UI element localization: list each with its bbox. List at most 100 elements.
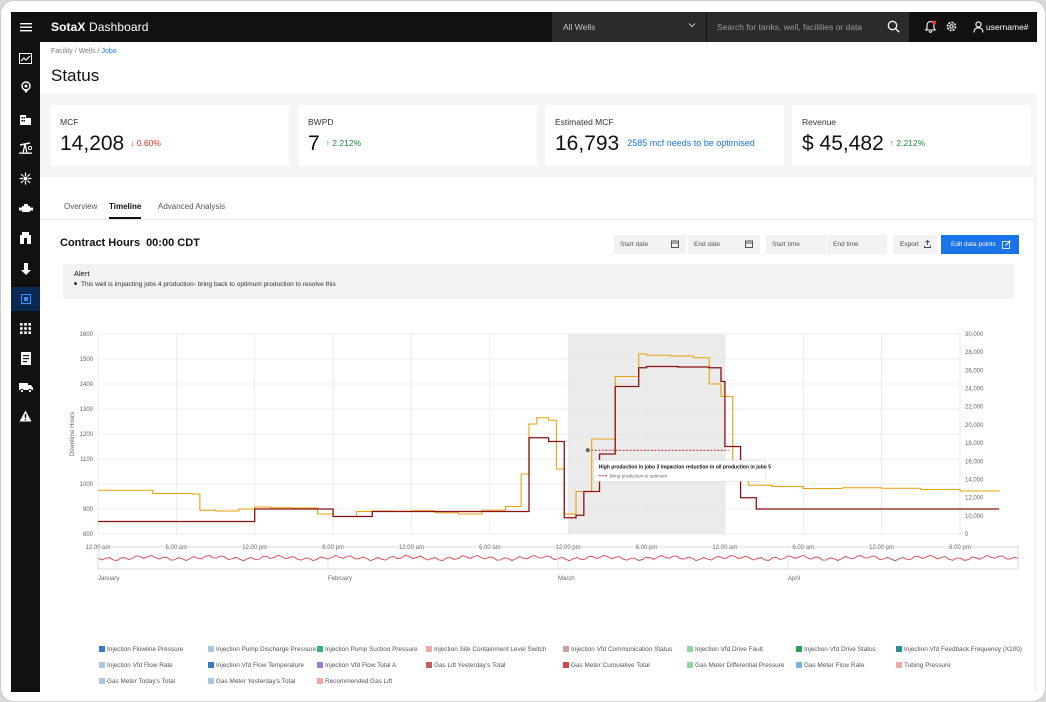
x-tick-label: 6.00 pm bbox=[636, 545, 658, 551]
legend-item[interactable]: Injection Vfd Drive Fault bbox=[687, 646, 763, 653]
y2-tick-label: 12,000 bbox=[965, 496, 984, 502]
page-header: Facility / Wells / Jobo Status bbox=[40, 42, 1037, 94]
annotation-legend: Bring production to optimum bbox=[610, 473, 668, 478]
x-tick-label: 6.00 pm bbox=[322, 545, 344, 551]
legend-swatch bbox=[896, 646, 902, 652]
x-tick-label: 12.00 pm bbox=[869, 545, 894, 551]
legend-item[interactable]: Injection Vfd Flow Rate bbox=[99, 662, 173, 669]
menu-icon[interactable] bbox=[11, 15, 40, 39]
kpi-label: Estimated MCF bbox=[555, 117, 614, 127]
location-icon[interactable] bbox=[11, 75, 40, 99]
legend-item[interactable]: Gas Lift Yesterday's Total bbox=[426, 662, 505, 669]
legend-item[interactable]: Gas Meter Today's Total bbox=[99, 678, 175, 685]
kpi-card-bwpd: BWPD 7 ↑ 2.212% bbox=[298, 105, 537, 166]
y2-tick-label: 16,000 bbox=[965, 459, 984, 465]
timeline-icon[interactable] bbox=[11, 287, 40, 311]
y2-tick-label: 10,000 bbox=[965, 514, 984, 520]
bell-icon[interactable] bbox=[924, 20, 937, 33]
warning-icon[interactable] bbox=[11, 404, 40, 428]
legend-item[interactable]: Gas Meter Differential Pressure bbox=[687, 662, 784, 669]
facility-icon[interactable] bbox=[11, 226, 40, 250]
legend-swatch bbox=[796, 646, 802, 652]
main-panel: Overview Timeline Advanced Analysis Cont… bbox=[40, 177, 1034, 692]
legend-item[interactable]: Injection Vfd Flow Temperature bbox=[208, 662, 304, 669]
export-button[interactable]: Export bbox=[893, 235, 937, 254]
legend-item[interactable]: Tubing Pressure bbox=[896, 662, 951, 669]
username: username# bbox=[986, 22, 1029, 32]
search-icon[interactable] bbox=[887, 20, 900, 33]
x-tick-label: 12.00 pm bbox=[556, 545, 581, 551]
legend-label: Injection Vfd Communication Status bbox=[571, 646, 673, 653]
y-tick-label: 1100 bbox=[80, 457, 94, 463]
legend-swatch bbox=[426, 646, 432, 652]
breadcrumb-current[interactable]: Jobo bbox=[101, 48, 117, 55]
truck-icon[interactable] bbox=[11, 375, 40, 399]
legend-label: Gas Lift Yesterday's Total bbox=[434, 662, 506, 669]
calendar-icon bbox=[671, 240, 679, 248]
well-down-icon[interactable] bbox=[11, 257, 40, 281]
legend-label: Injection Site Containment Level Switch bbox=[434, 646, 547, 653]
legend-item[interactable]: Gas Meter Flow Rate bbox=[796, 662, 864, 669]
overview-month-label: February bbox=[328, 576, 352, 582]
timeline-chart[interactable]: 800 900 1000 1100 1200 1300 1400 1500 1600 12.00 … bbox=[40, 307, 1034, 607]
legend-label: Injection Pump Suction Pressure bbox=[325, 646, 418, 653]
legend-label: Injection Vfd Flow Total A bbox=[325, 662, 397, 669]
tab-overview[interactable]: Overview bbox=[64, 202, 98, 211]
y-tick-label: 1200 bbox=[80, 432, 94, 438]
well-select[interactable]: All Wells bbox=[552, 12, 706, 42]
pump-jack-icon[interactable] bbox=[11, 136, 40, 160]
x-tick-label: 6.00 am bbox=[479, 545, 501, 551]
legend-item[interactable]: Injection Vfd Flow Total A bbox=[317, 662, 396, 669]
alert-title: Alert bbox=[74, 269, 90, 278]
kpi-note: 2585 mcf needs to be optimised bbox=[627, 138, 755, 148]
start-time-field[interactable]: Start time bbox=[766, 235, 826, 254]
y2-tick-label: 28,000 bbox=[965, 350, 984, 356]
chart-icon[interactable] bbox=[11, 46, 40, 70]
y-tick-label: 1000 bbox=[80, 482, 94, 488]
legend-item[interactable]: Injection Flowline Pressure bbox=[99, 646, 183, 653]
legend-item[interactable]: Gas Meter Cumulative Total bbox=[563, 662, 650, 669]
end-date-field[interactable]: End date bbox=[688, 235, 760, 254]
y2-tick-label: 14,000 bbox=[965, 477, 984, 483]
app-screen: SotaX Dashboard All Wells Search for tan… bbox=[11, 12, 1037, 692]
legend-item[interactable]: Recommended Gas Lift bbox=[317, 678, 392, 685]
edit-data-points-button[interactable]: Edit data points bbox=[941, 235, 1019, 254]
gear-icon[interactable] bbox=[945, 20, 958, 33]
legend-item[interactable]: Injection Pump Suction Pressure bbox=[317, 646, 418, 653]
legend-item[interactable]: Injection Vfd Drive Status bbox=[796, 646, 876, 653]
legend-swatch bbox=[208, 662, 214, 668]
legend-item[interactable]: Injection Vfd Feedback Frequency (X100) bbox=[896, 646, 1022, 653]
chevron-down-icon bbox=[688, 21, 696, 30]
legend-swatch bbox=[796, 662, 802, 668]
annotation-marker bbox=[584, 447, 591, 454]
x-tick-label: 6.00 am bbox=[166, 545, 188, 551]
grid-icon[interactable] bbox=[11, 316, 40, 340]
kpi-label: BWPD bbox=[308, 117, 334, 127]
end-time-field[interactable]: End time bbox=[827, 235, 887, 254]
network-icon[interactable] bbox=[11, 166, 40, 190]
pipeline-icon[interactable] bbox=[11, 197, 40, 221]
user-menu[interactable]: username# bbox=[970, 12, 1037, 42]
tab-timeline[interactable]: Timeline bbox=[109, 202, 142, 219]
building-icon[interactable] bbox=[11, 107, 40, 131]
legend-item[interactable]: Injection Vfd Communication Status bbox=[563, 646, 672, 653]
legend-label: Injection Flowline Pressure bbox=[107, 646, 184, 653]
legend-item[interactable]: Injection Pump Discharge Pressure bbox=[208, 646, 316, 653]
legend-item[interactable]: Gas Meter Yesterday's Total bbox=[208, 678, 295, 685]
app-brand[interactable]: SotaX Dashboard bbox=[51, 20, 149, 34]
y2-tick-label: 26,000 bbox=[965, 368, 984, 374]
legend-swatch bbox=[317, 646, 323, 652]
legend-swatch bbox=[99, 646, 105, 652]
legend-label: Recommended Gas Lift bbox=[325, 678, 393, 685]
contract-hours-title: Contract Hours 00:00 CDT bbox=[60, 237, 200, 249]
search-input[interactable]: Search for tanks, well, facilities or da… bbox=[707, 12, 909, 42]
legend-label: Gas Meter Today's Total bbox=[107, 678, 176, 685]
y-tick-label: 1500 bbox=[80, 357, 94, 363]
y2-tick-label: 22,000 bbox=[965, 405, 984, 411]
breadcrumb-trail[interactable]: Facility / Wells / bbox=[51, 48, 102, 55]
tab-advanced-analysis[interactable]: Advanced Analysis bbox=[158, 202, 226, 211]
start-date-field[interactable]: Start date bbox=[614, 235, 686, 254]
report-icon[interactable] bbox=[11, 346, 40, 370]
legend-item[interactable]: Injection Site Containment Level Switch bbox=[426, 646, 546, 653]
